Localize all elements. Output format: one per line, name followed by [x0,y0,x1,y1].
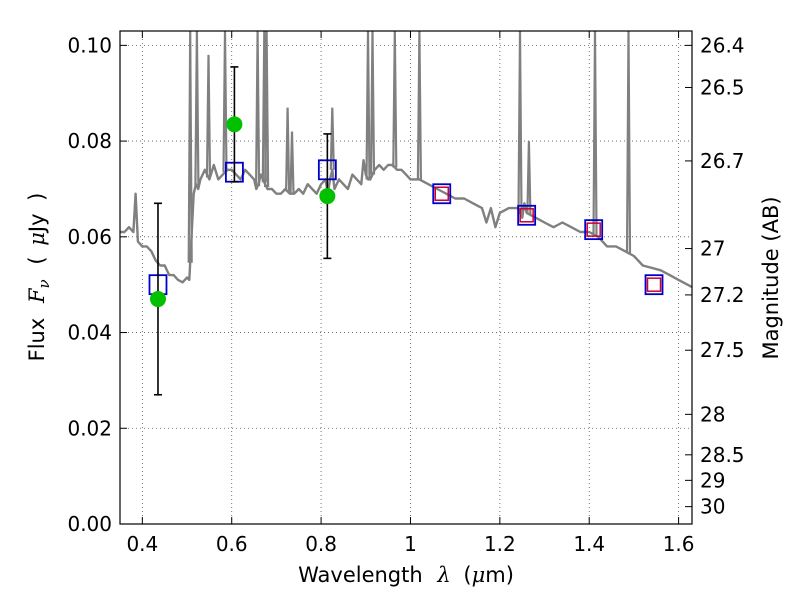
observed-photometry-point [149,291,166,308]
y2-tick-label: 27 [700,237,725,261]
markers-layer [148,66,664,396]
y-axis-label-unit-rest: Jy [25,213,49,234]
y2-axis-label: Magnitude (AB) [759,196,783,359]
x-tick-label: 0.6 [216,532,248,556]
y-axis-label-unit-mu: μ [25,232,49,246]
model-photometry-alt-point [434,186,449,201]
emission-line [285,107,291,192]
model-photometry-point [517,204,537,226]
model-photometry-alt-point [586,222,601,237]
y2-tick-label: 27.2 [700,283,745,307]
y2-tick-label: 28 [700,402,725,426]
plot-frame [119,30,693,525]
model-photometry-point [432,183,452,205]
model-photometry-point [584,219,604,241]
x-tick-label: 0.8 [305,532,337,556]
observed-photometry-point [319,188,336,205]
y-tick-label: 0.08 [67,129,112,153]
x-axis-label-unit-open: ( [463,563,471,587]
x-axis-label-text: Wavelength [298,563,423,587]
y2-tick-label: 26.7 [700,149,745,173]
y2-tick-label: 26.4 [700,33,745,57]
y2-tick-label: 26.5 [700,75,745,99]
x-tick-label: 1.2 [484,532,516,556]
y-tick-label: 0.02 [67,416,112,440]
y2-tick-label: 27.5 [700,338,745,362]
x-tick-label: 1.4 [573,532,605,556]
emission-line [329,107,335,170]
x-axis-label-symbol: λ [436,563,450,587]
y-tick-label: 0.00 [67,512,112,536]
y2-tick-label: 30 [700,495,725,519]
x-axis-label-unit-mu: μ [472,563,486,587]
y-axis-label-subscript: ν [35,279,53,288]
x-tick-label: 0.4 [126,532,158,556]
y-axis-label-unit-open: ( [25,256,49,264]
x-tick-label: 1 [404,532,417,556]
model-photometry-alt-point [646,277,662,292]
model-photometry-point [644,274,664,296]
observed-photometry-point [226,116,243,133]
y-tick-label: 0.04 [67,321,112,345]
emission-line [289,131,295,194]
x-axis-ticks: 0.4 0.6 0.8 1 1.2 1.4 1.6 [126,31,695,556]
y2-tick-label: 29 [700,468,725,492]
y-axis-label-unit-close: ) [25,193,49,201]
y-axis-label-text: Flux [25,318,49,362]
y-axis-ticks: 0.00 0.02 0.04 0.06 0.08 0.10 [67,33,127,536]
emission-line [526,141,532,215]
y2-tick-label: 28.5 [700,443,745,467]
y-axis-label: Flux Fν ( μJy ) [25,193,54,362]
x-axis-label-unit-rest: m) [485,563,514,587]
y-tick-label: 0.10 [67,33,112,57]
x-axis-label: Wavelength λ (μm) [298,563,514,587]
x-tick-label: 1.6 [663,532,695,556]
y-axis-label-symbol: F [25,287,49,304]
y-tick-label: 0.06 [67,225,112,249]
y2-axis-ticks: 26.4 26.5 26.7 27 27.2 27.5 28 28.529 30 [685,33,745,519]
emission-line [205,54,212,178]
model-photometry-alt-point [519,208,534,223]
